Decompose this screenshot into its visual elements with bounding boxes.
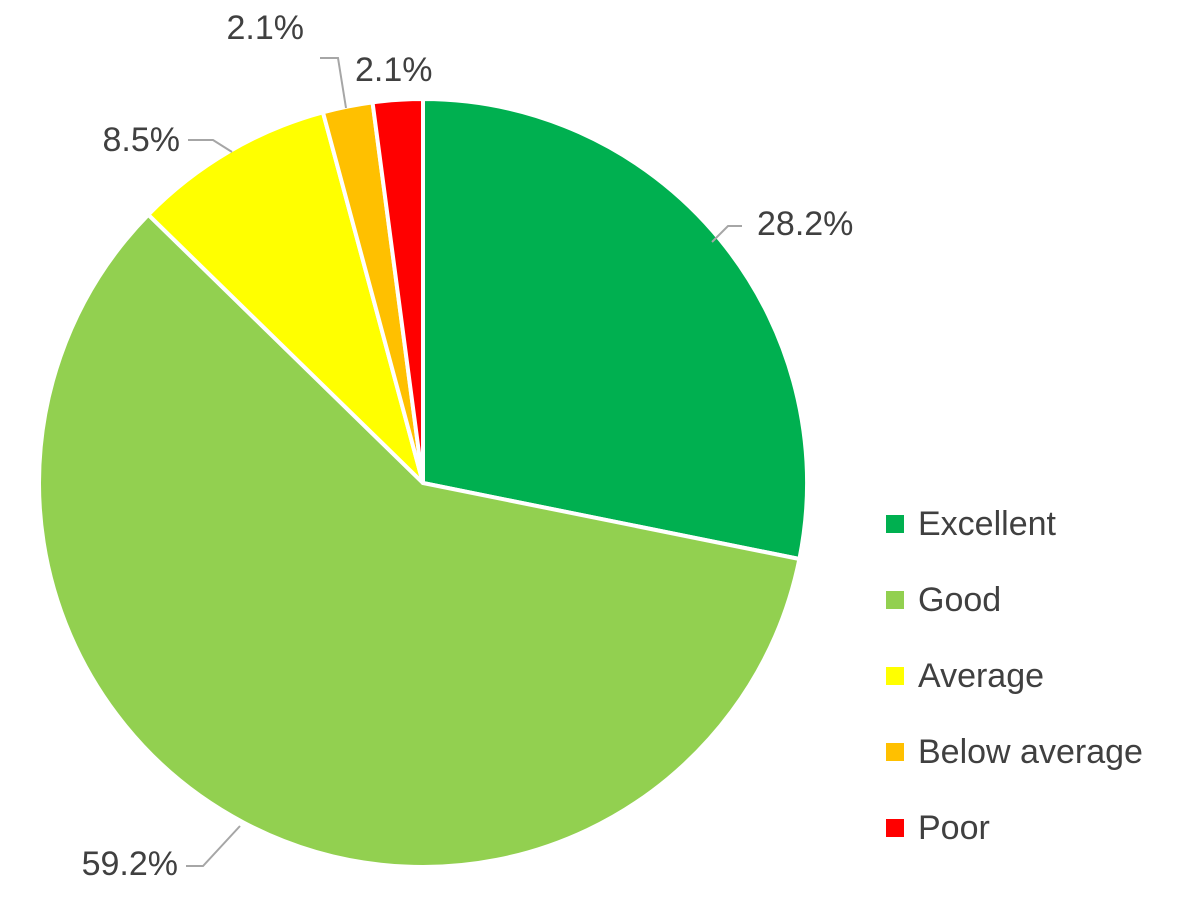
legend-item-excellent: Excellent <box>886 486 1196 562</box>
legend-swatch-poor <box>886 819 904 837</box>
legend-item-below-average: Below average <box>886 714 1196 790</box>
data-labels: 28.2% 59.2% 8.5% 2.1% 2.1% <box>82 9 854 883</box>
legend-item-average: Average <box>886 638 1196 714</box>
legend: Excellent Good Average Below average Poo… <box>886 486 1196 866</box>
pie-slice-poor <box>370 97 425 485</box>
leader-line-below-average <box>320 57 347 109</box>
data-label-average: 8.5% <box>103 121 181 159</box>
pie-slices <box>37 97 809 869</box>
legend-swatch-good <box>886 591 904 609</box>
data-label-good: 59.2% <box>82 845 178 883</box>
legend-label-below-average: Below average <box>918 732 1143 771</box>
data-label-below-average: 2.1% <box>227 9 305 47</box>
data-label-excellent: 28.2% <box>757 205 853 243</box>
leader-lines <box>186 57 742 867</box>
legend-label-poor: Poor <box>918 808 990 847</box>
pie-slice-average <box>146 110 425 485</box>
legend-swatch-excellent <box>886 515 904 533</box>
pie-slice-excellent <box>421 97 809 562</box>
legend-label-average: Average <box>918 656 1045 695</box>
legend-item-good: Good <box>886 562 1196 638</box>
leader-line-good <box>186 825 241 867</box>
legend-swatch-below-average <box>886 743 904 761</box>
pie-slice-good <box>37 212 802 869</box>
legend-label-excellent: Excellent <box>918 504 1056 543</box>
leader-line-excellent <box>711 225 742 243</box>
legend-swatch-average <box>886 667 904 685</box>
legend-label-good: Good <box>918 580 1002 619</box>
leader-line-average <box>188 139 233 153</box>
legend-item-poor: Poor <box>886 790 1196 866</box>
data-label-poor: 2.1% <box>355 51 433 89</box>
